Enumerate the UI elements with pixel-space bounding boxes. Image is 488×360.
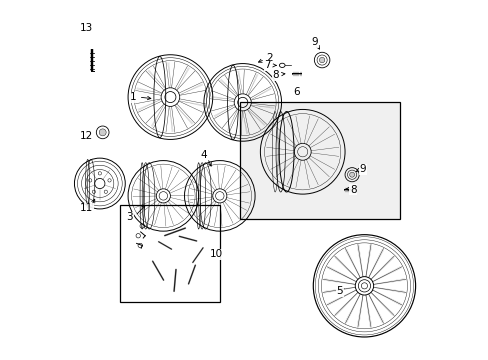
Text: 8: 8 [272, 70, 278, 80]
Text: 12: 12 [80, 131, 93, 141]
Text: 9: 9 [359, 165, 365, 174]
Text: 5: 5 [336, 286, 343, 296]
Text: 13: 13 [80, 23, 93, 33]
Bar [240, 102, 399, 219]
Text: 11: 11 [80, 203, 93, 213]
Text: 7: 7 [264, 60, 270, 70]
Bar [120, 205, 219, 302]
Text: 9: 9 [311, 37, 318, 48]
Text: 4: 4 [200, 150, 207, 160]
Circle shape [349, 172, 354, 177]
Text: 6: 6 [293, 87, 300, 97]
Text: 8: 8 [349, 185, 356, 194]
Text: 2: 2 [265, 53, 272, 63]
Text: 3: 3 [126, 212, 133, 222]
Circle shape [319, 57, 324, 63]
Circle shape [99, 129, 106, 136]
Text: 10: 10 [209, 249, 223, 259]
Text: 1: 1 [130, 92, 137, 102]
